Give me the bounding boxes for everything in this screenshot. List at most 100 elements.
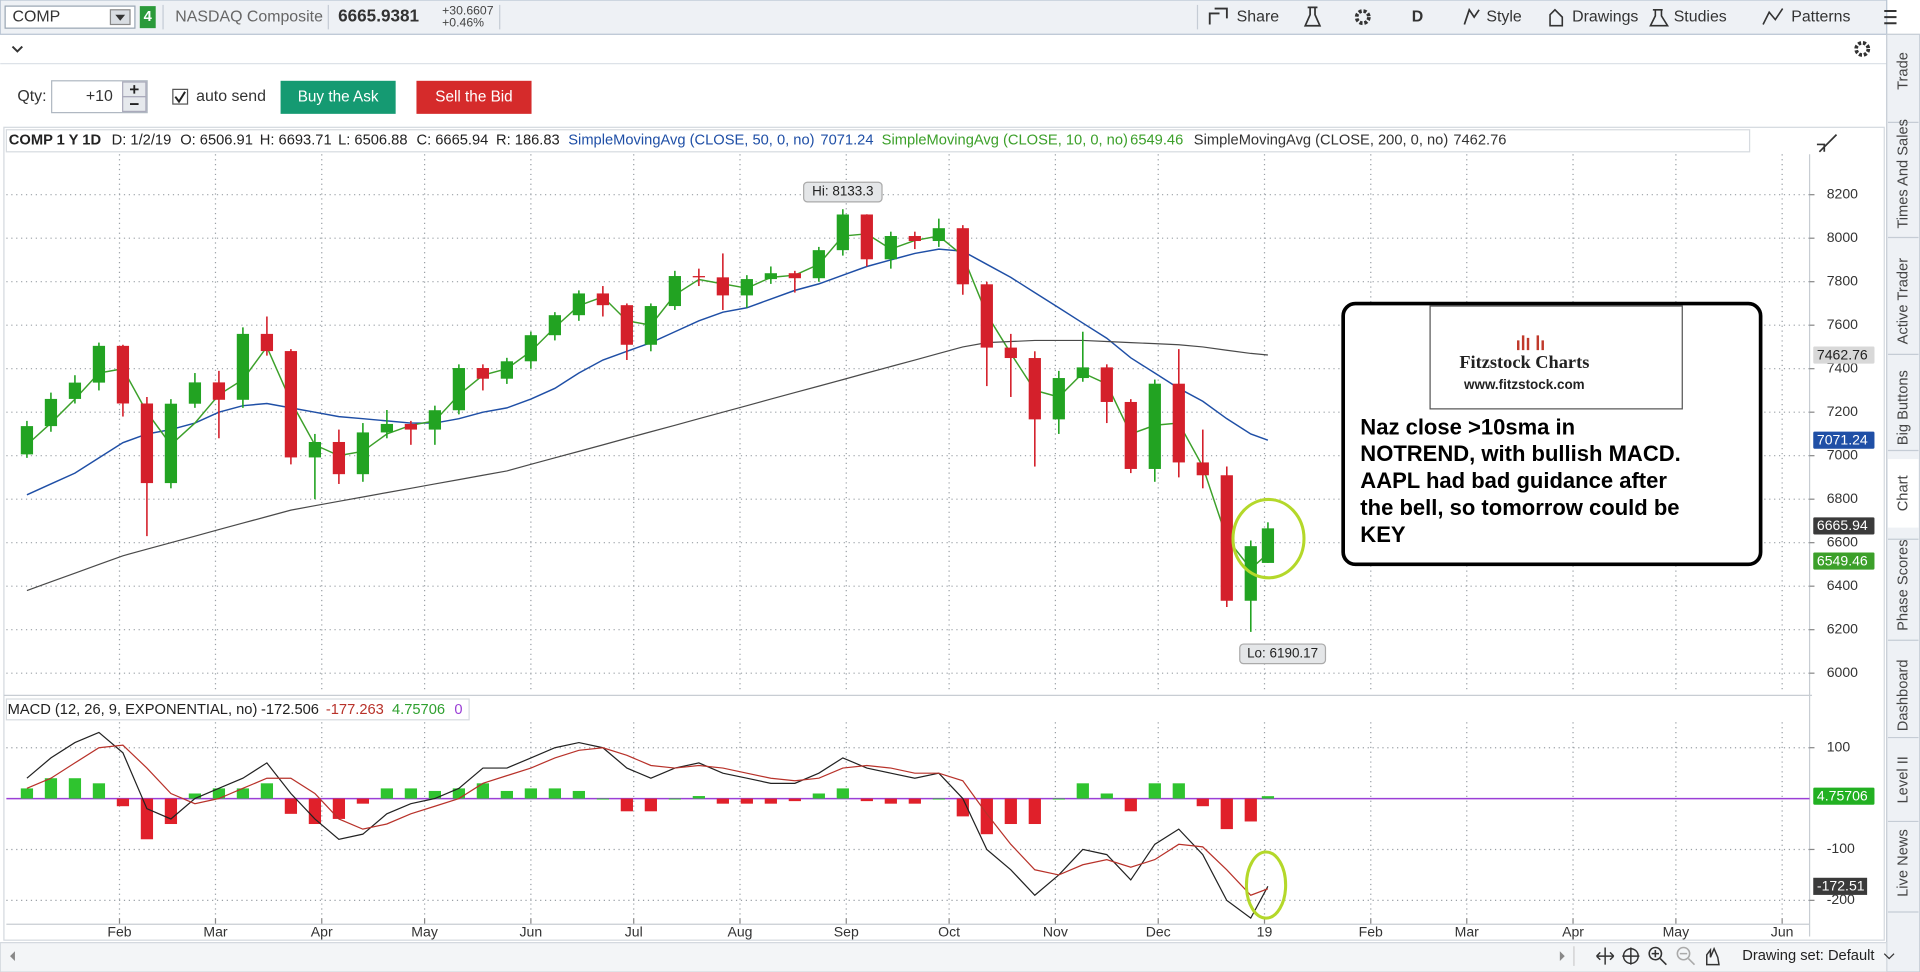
side-tab[interactable]: Active Trader xyxy=(1896,258,1912,345)
candle-body xyxy=(980,284,993,348)
drawing-tool-icon[interactable] xyxy=(1816,134,1838,153)
candle-body xyxy=(284,351,298,458)
symbol[interactable]: COMP xyxy=(12,8,60,25)
histogram-bar xyxy=(20,788,34,799)
auto-send-checkbox[interactable] xyxy=(172,88,189,105)
histogram-bar xyxy=(452,788,466,799)
histogram-bar xyxy=(548,788,561,799)
candle-body xyxy=(668,276,681,307)
last-price: 6665.9381 xyxy=(338,6,419,26)
zero-line-value: 0 xyxy=(454,702,462,718)
x-tick-label: Jun xyxy=(520,924,543,940)
header-low: L: 6506.88 xyxy=(338,133,407,149)
x-tick-label: Feb xyxy=(1359,924,1383,940)
side-tab[interactable]: Big Buttons xyxy=(1896,370,1912,445)
dropdown-arrow xyxy=(115,14,126,21)
histogram-bar xyxy=(740,798,753,804)
link-group-box[interactable] xyxy=(139,6,156,29)
qty-steppers xyxy=(130,85,139,105)
header-date: D: 1/2/19 xyxy=(112,133,172,149)
style-button[interactable]: Style xyxy=(1486,8,1522,25)
histogram-bar xyxy=(284,798,298,814)
histogram-bar xyxy=(932,798,945,800)
drawings-button[interactable]: Drawings xyxy=(1572,8,1638,25)
candle-body xyxy=(1172,383,1185,463)
style-icon[interactable] xyxy=(1463,7,1480,25)
logo-title: Fitzstock Charts xyxy=(1459,352,1589,372)
symbol-box[interactable] xyxy=(4,5,136,29)
flask-icon[interactable] xyxy=(1303,6,1322,27)
patterns-icon[interactable] xyxy=(1762,8,1784,25)
candle-body xyxy=(1100,367,1113,402)
drawing-set-arrow[interactable] xyxy=(1883,953,1895,960)
moving-average xyxy=(26,339,1268,592)
price-badge-label: 7071.24 xyxy=(1817,432,1868,448)
studies-button[interactable]: Studies xyxy=(1674,8,1727,25)
share-button[interactable]: Share xyxy=(1237,8,1280,25)
histogram-bar xyxy=(620,798,633,812)
high-label-box xyxy=(803,181,883,203)
side-tab[interactable]: Trade xyxy=(1896,52,1912,90)
side-tab[interactable]: Live News xyxy=(1896,829,1912,897)
aggregation[interactable]: D xyxy=(1412,8,1424,25)
price-badge xyxy=(1813,787,1875,805)
candle-body xyxy=(236,333,250,400)
histogram-bar xyxy=(1124,798,1137,812)
histogram-bar xyxy=(68,778,82,799)
x-tick-label: Dec xyxy=(1146,924,1171,940)
share-icon[interactable] xyxy=(1208,7,1228,25)
study-value: 7071.24 xyxy=(820,133,873,149)
buy-button[interactable] xyxy=(280,80,396,114)
status-bar xyxy=(0,942,1888,972)
zoom-in-icon[interactable] xyxy=(1648,946,1663,961)
qty-value[interactable]: +10 xyxy=(86,88,113,105)
active-tab xyxy=(1887,459,1919,528)
y-tick-label: 100 xyxy=(1827,738,1851,754)
settings-icon[interactable] xyxy=(1854,41,1871,57)
zoom-out-icon[interactable] xyxy=(1676,946,1691,961)
histogram-bar xyxy=(668,798,681,800)
candle-body xyxy=(452,368,466,411)
auto-send-label[interactable]: auto send xyxy=(196,88,266,105)
x-tick-label: Jul xyxy=(625,924,643,940)
drawings-icon[interactable] xyxy=(1549,8,1564,27)
y-tick-label: 6200 xyxy=(1827,620,1858,636)
studies-icon[interactable] xyxy=(1649,8,1670,27)
candle-body xyxy=(1028,358,1041,420)
candle-body xyxy=(716,277,729,296)
study-name: SimpleMovingAvg (CLOSE, 10, 0, no) xyxy=(882,133,1128,149)
histogram-bar xyxy=(1028,798,1041,825)
buy-label[interactable]: Buy the Ask xyxy=(298,88,379,105)
sell-button[interactable] xyxy=(416,80,532,114)
histogram-bar xyxy=(1244,798,1257,822)
histogram-bar xyxy=(1148,783,1161,799)
candle-body xyxy=(1261,528,1275,563)
y-tick-label: 7000 xyxy=(1827,446,1858,462)
hand-icon[interactable] xyxy=(1706,946,1720,966)
description: NASDAQ Composite xyxy=(175,8,323,25)
candle-body xyxy=(1220,475,1233,601)
macd-title: MACD (12, 26, 9, EXPONENTIAL, no) xyxy=(8,702,258,718)
histogram-value: 4.75706 xyxy=(392,702,445,718)
collapse-icon[interactable] xyxy=(11,45,23,53)
patterns-button[interactable]: Patterns xyxy=(1791,8,1850,25)
side-tab[interactable]: Chart xyxy=(1896,475,1912,511)
x-tick-label: Sep xyxy=(834,924,859,940)
candle-body xyxy=(548,315,561,336)
pan-icon[interactable] xyxy=(1596,947,1615,965)
menu-icon[interactable] xyxy=(1884,10,1897,25)
side-tab[interactable]: Phase Scores xyxy=(1896,539,1912,630)
histogram-bar xyxy=(716,798,729,804)
drawing-set[interactable]: Drawing set: Default xyxy=(1742,948,1874,964)
histogram-bar xyxy=(1220,798,1233,830)
side-tab[interactable]: Level II xyxy=(1896,756,1912,803)
candle-body xyxy=(620,305,633,345)
sell-label[interactable]: Sell the Bid xyxy=(435,88,512,105)
candle-body xyxy=(764,273,777,280)
side-tab[interactable]: Times And Sales xyxy=(1896,119,1912,229)
histogram-bar xyxy=(1261,796,1275,799)
side-tab[interactable]: Dashboard xyxy=(1896,659,1912,731)
histogram-bar xyxy=(308,798,322,825)
price-badge xyxy=(1813,877,1868,895)
x-tick-label: May xyxy=(1663,924,1690,940)
